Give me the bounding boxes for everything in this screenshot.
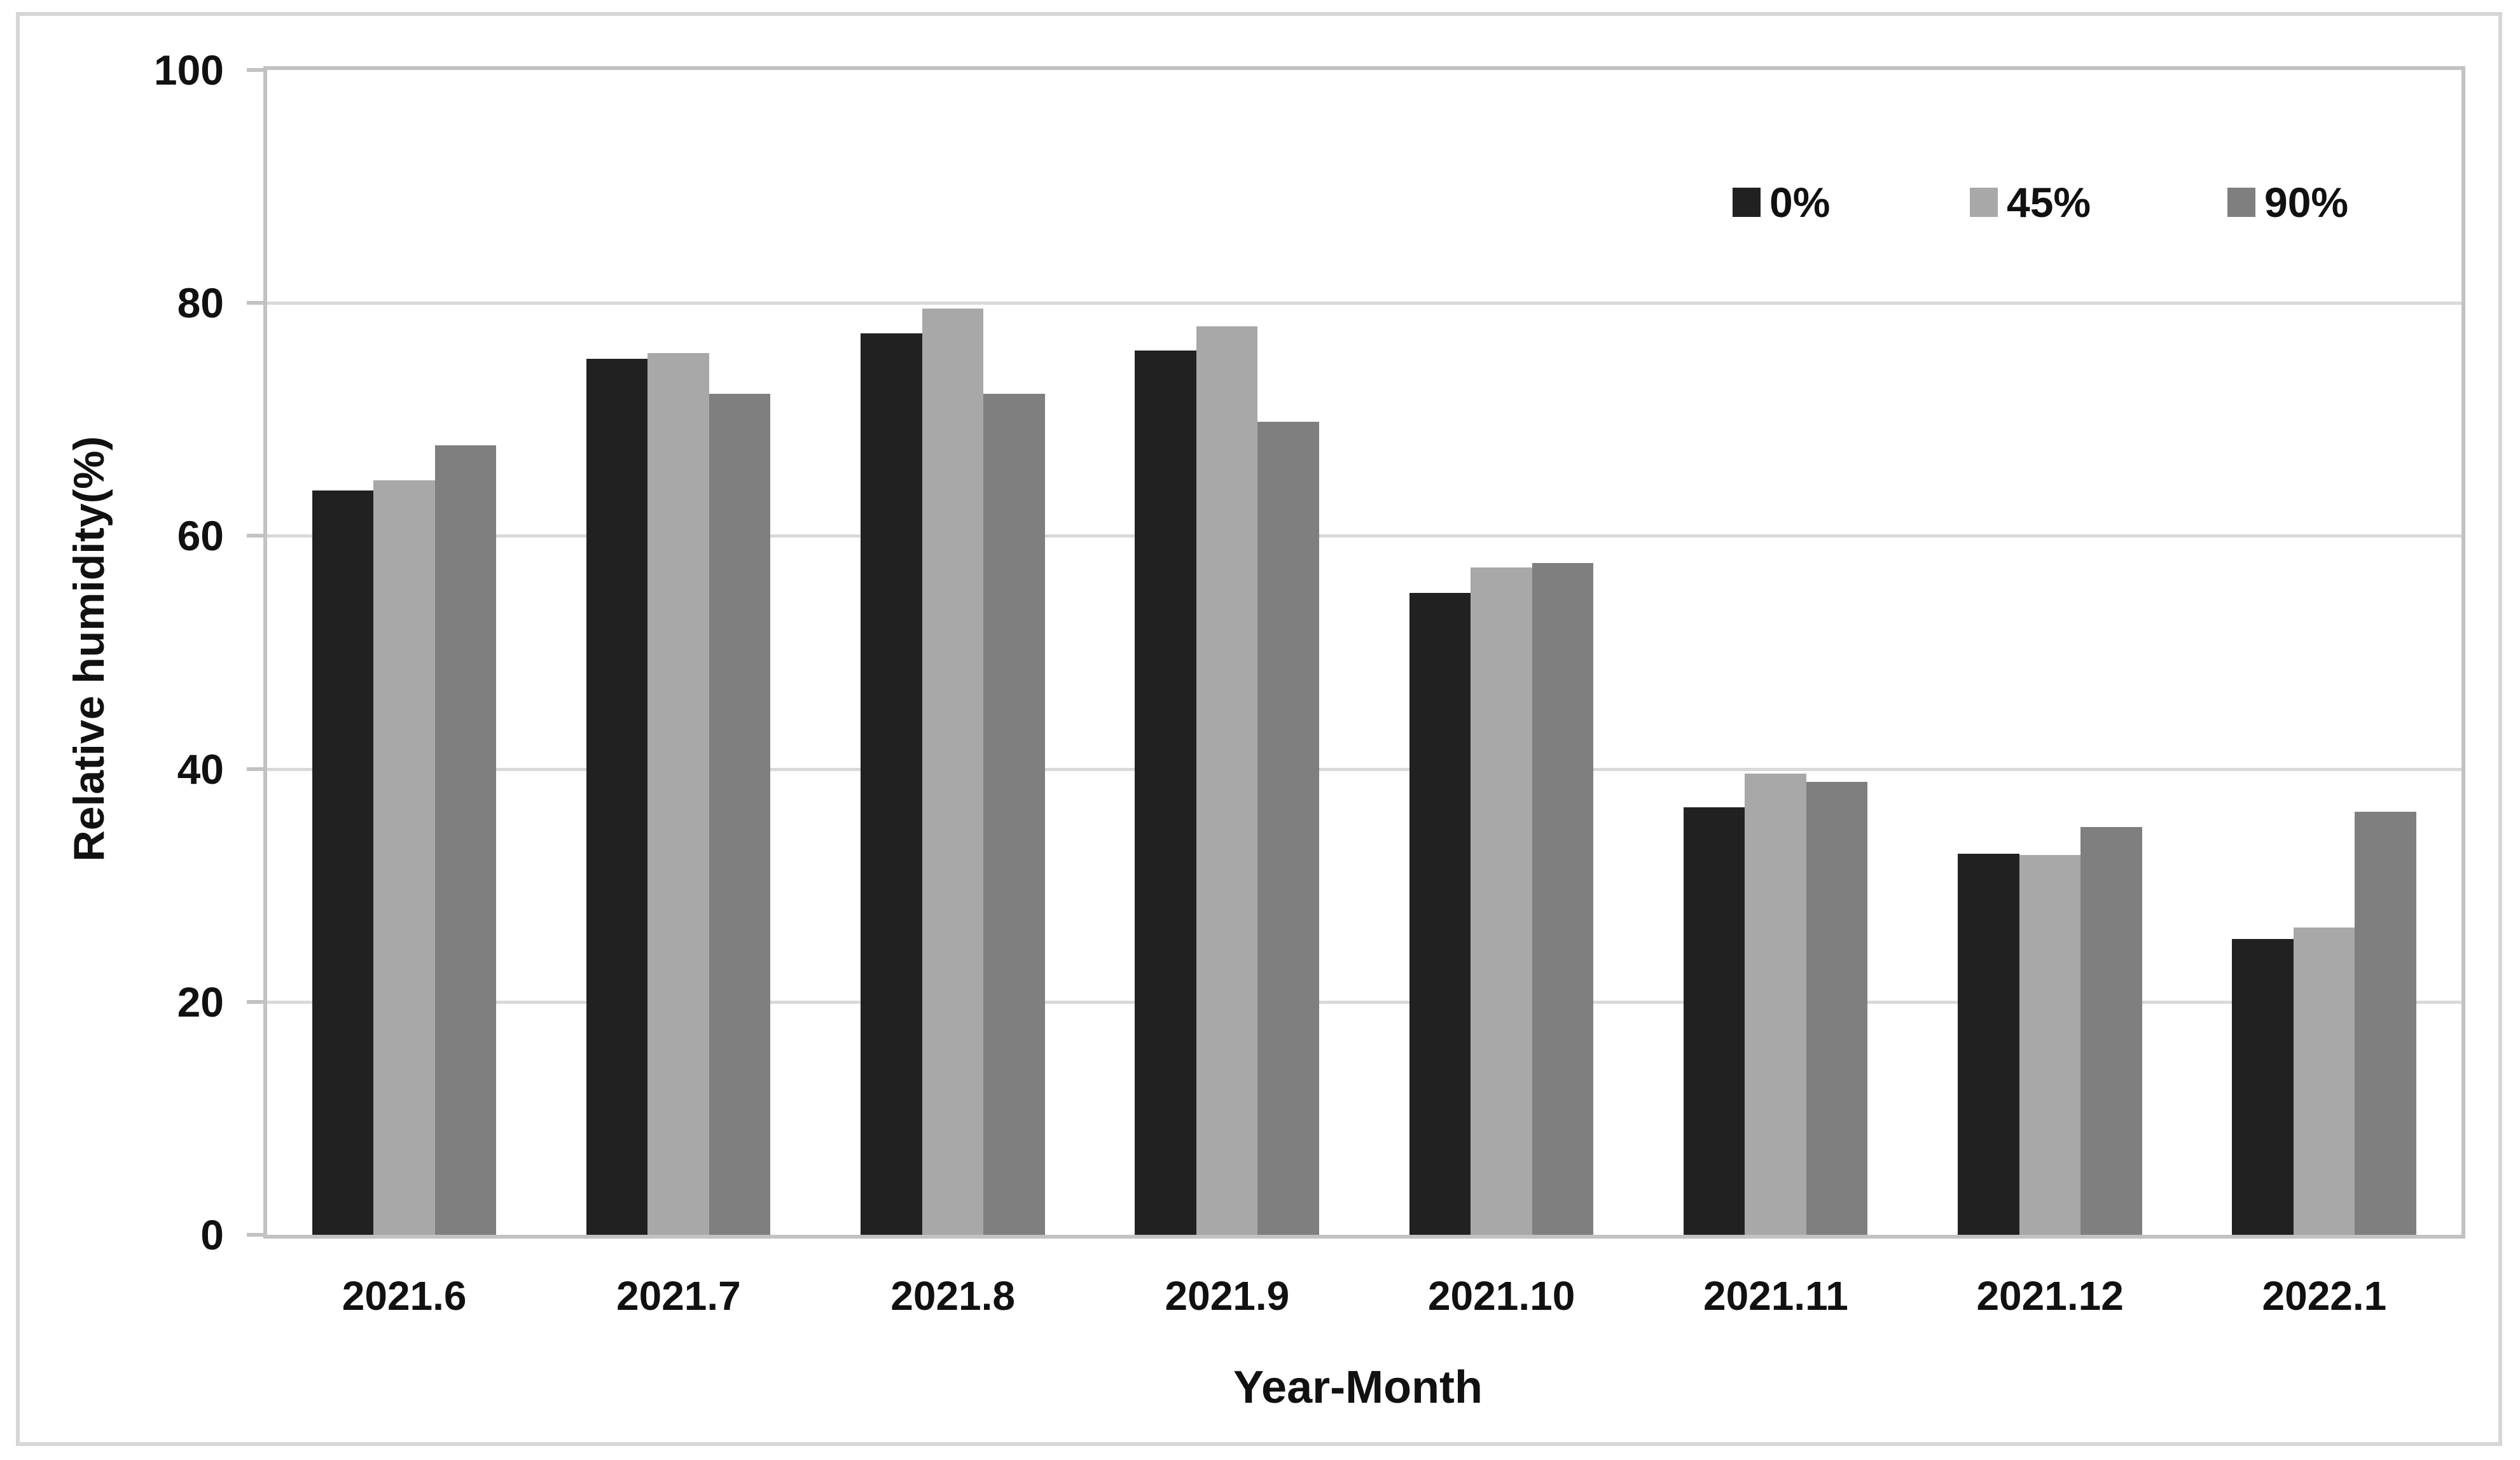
bar-2021.11-45% <box>1745 773 1806 1235</box>
y-tick-label-40: 40 <box>177 745 224 793</box>
legend-label-45%: 45% <box>2007 179 2091 226</box>
y-tick-mark-20 <box>247 999 263 1004</box>
y-tick-mark-40 <box>247 767 263 771</box>
x-tick-label-2021.7: 2021.7 <box>616 1273 741 1319</box>
legend-item-90%: 90% <box>2227 179 2349 226</box>
gridline-20 <box>267 1000 2461 1004</box>
bar-2021.6-0% <box>312 490 374 1235</box>
bar-2021.12-45% <box>2019 855 2081 1235</box>
bar-2021.9-0% <box>1135 351 1196 1235</box>
bar-2021.8-90% <box>983 394 1045 1235</box>
gridline-40 <box>267 767 2461 771</box>
x-tick-label-2021.12: 2021.12 <box>1976 1273 2124 1319</box>
bar-2022.1-45% <box>2293 927 2355 1235</box>
y-tick-mark-60 <box>247 534 263 538</box>
bar-2021.10-45% <box>1471 567 1532 1235</box>
x-tick-label-2021.8: 2021.8 <box>890 1273 1015 1319</box>
legend-swatch-45% <box>1970 188 1998 217</box>
bar-2021.7-90% <box>709 394 771 1235</box>
x-tick-label-2021.10: 2021.10 <box>1427 1273 1575 1319</box>
y-tick-label-0: 0 <box>200 1211 224 1258</box>
bar-2021.8-0% <box>861 333 922 1235</box>
bar-2021.7-0% <box>586 359 648 1235</box>
bar-2021.12-0% <box>1958 854 2019 1235</box>
y-axis-title: Relative humidity(%) <box>65 436 113 862</box>
y-tick-label-20: 20 <box>177 978 224 1025</box>
legend-swatch-0% <box>1733 188 1761 217</box>
legend-label-0%: 0% <box>1769 179 1831 226</box>
bar-2022.1-90% <box>2355 812 2416 1235</box>
gridline-60 <box>267 534 2461 538</box>
bar-2021.8-45% <box>922 309 984 1235</box>
figure-border <box>16 12 2502 1446</box>
legend-item-0%: 0% <box>1733 179 1831 226</box>
bar-2021.6-45% <box>373 480 435 1235</box>
plot-area <box>263 66 2465 1239</box>
y-tick-mark-0 <box>247 1233 263 1237</box>
bar-2022.1-0% <box>2232 938 2294 1235</box>
bar-2021.10-0% <box>1409 593 1471 1235</box>
y-tick-mark-80 <box>247 301 263 305</box>
x-tick-label-2021.9: 2021.9 <box>1165 1273 1290 1319</box>
legend-swatch-90% <box>2227 188 2255 217</box>
x-axis-title: Year-Month <box>1233 1362 1483 1413</box>
legend-item-45%: 45% <box>1970 179 2091 226</box>
bar-2021.9-45% <box>1196 326 1258 1235</box>
legend-label-90%: 90% <box>2264 179 2349 226</box>
y-tick-label-100: 100 <box>153 46 224 94</box>
bar-2021.6-90% <box>434 445 497 1235</box>
y-tick-mark-100 <box>247 68 263 72</box>
bar-2021.12-90% <box>2080 827 2142 1235</box>
bar-2021.10-90% <box>1532 562 1594 1235</box>
bar-2021.7-45% <box>647 352 709 1235</box>
x-tick-label-2021.6: 2021.6 <box>342 1273 467 1319</box>
y-tick-label-80: 80 <box>177 279 224 327</box>
bar-2021.11-0% <box>1683 807 1745 1235</box>
y-tick-label-60: 60 <box>177 512 224 560</box>
x-tick-label-2022.1: 2022.1 <box>2262 1273 2387 1319</box>
x-tick-label-2021.11: 2021.11 <box>1703 1273 1848 1319</box>
bar-2021.9-90% <box>1257 421 1319 1235</box>
bar-2021.11-90% <box>1806 781 1868 1235</box>
gridline-80 <box>267 302 2461 305</box>
